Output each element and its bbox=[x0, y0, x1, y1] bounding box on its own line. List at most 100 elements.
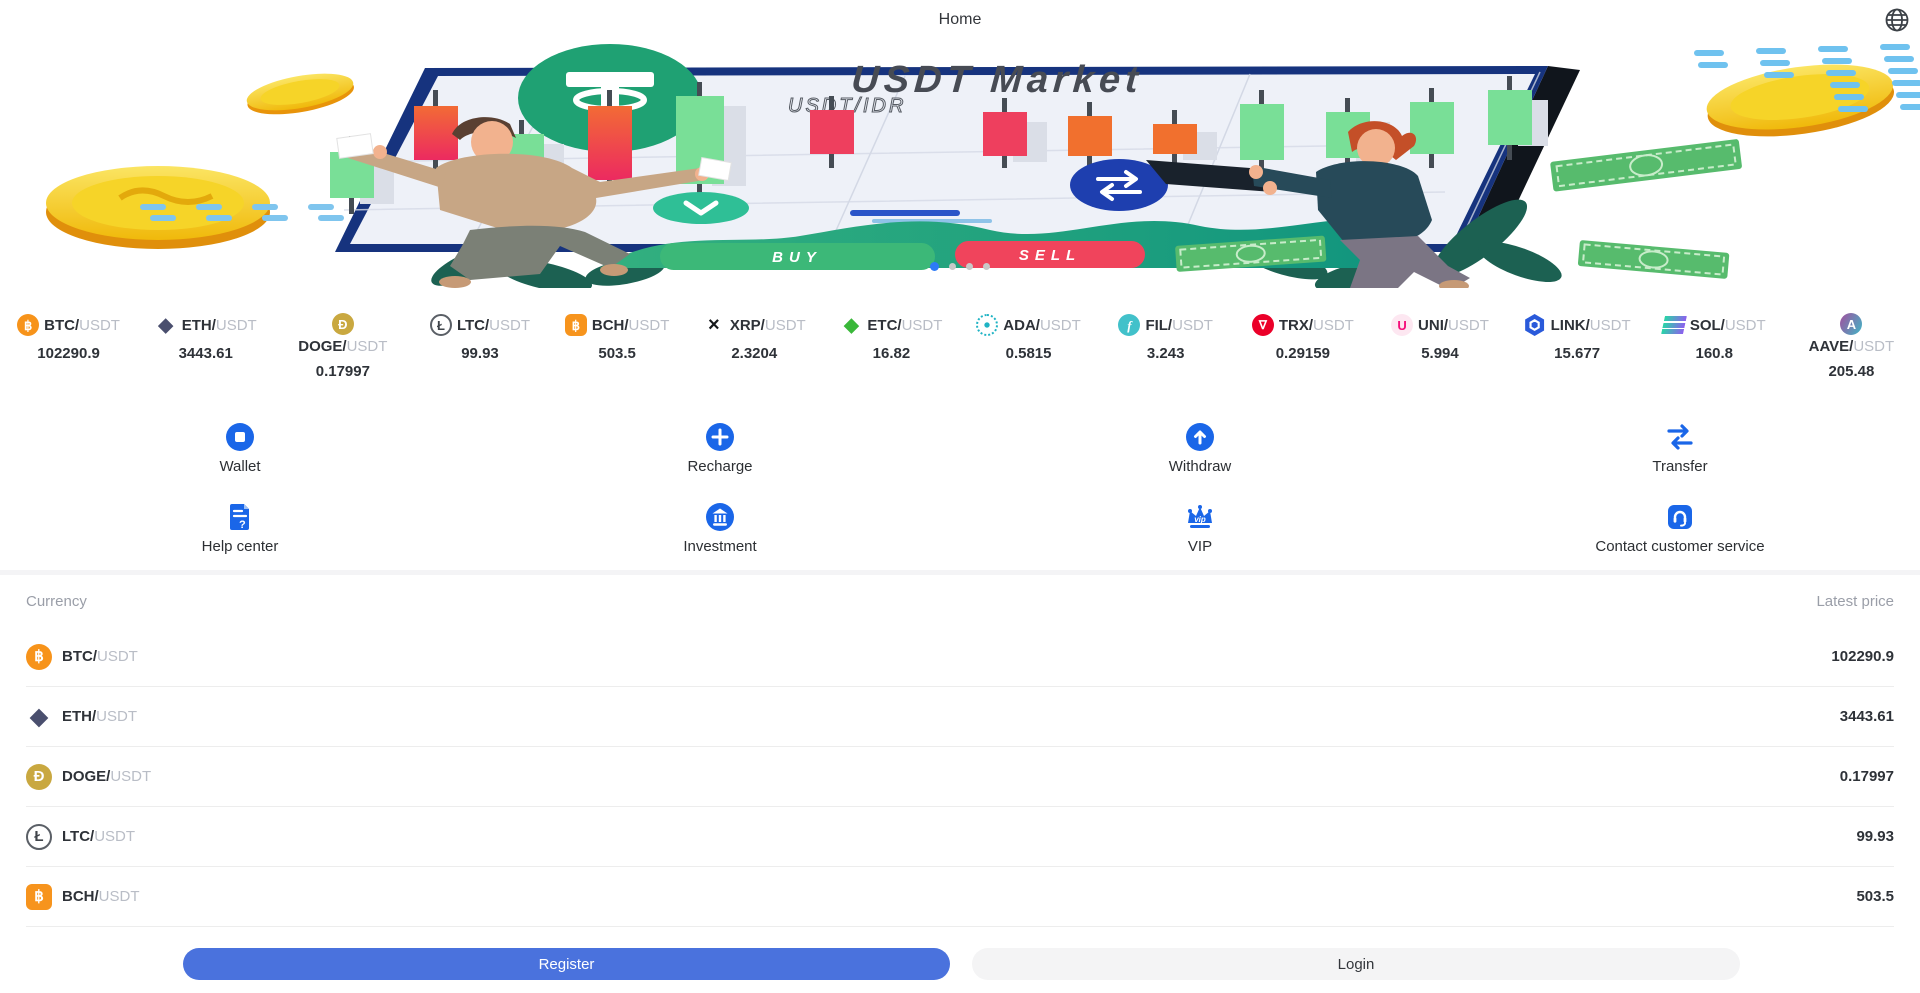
xrp-icon: × bbox=[708, 314, 720, 336]
recharge-plus-icon bbox=[705, 420, 735, 454]
pair-name: DOGE/USDT bbox=[62, 768, 152, 785]
ticker-item-ltc[interactable]: Ł LTC/USDT 99.93 bbox=[411, 303, 548, 380]
pair-price: 102290.9 bbox=[1831, 648, 1894, 665]
vip-crown-icon: vip bbox=[1183, 500, 1217, 534]
pair-price: 503.5 bbox=[1856, 888, 1894, 905]
transfer-arrows-icon bbox=[1663, 420, 1697, 454]
ltc-icon: Ł bbox=[429, 314, 452, 336]
market-row-doge[interactable]: Ð DOGE/USDT 0.17997 bbox=[26, 747, 1894, 807]
pair-name: ETH/USDT bbox=[62, 708, 138, 725]
transfer-button[interactable]: Transfer bbox=[1440, 415, 1920, 495]
pair-price: 3443.61 bbox=[178, 345, 233, 362]
banner-title: USDT Market bbox=[850, 59, 1144, 101]
section-divider bbox=[0, 570, 1920, 575]
buy-button-label: BUY bbox=[772, 249, 822, 266]
svg-text:vip: vip bbox=[1194, 515, 1206, 524]
pair-name: FIL/USDT bbox=[1145, 316, 1213, 334]
sell-button-label: SELL bbox=[1019, 247, 1081, 264]
pair-name: SOL/USDT bbox=[1689, 316, 1766, 334]
pair-price: 0.17997 bbox=[315, 363, 370, 380]
ticker-item-xrp[interactable]: × XRP/USDT 2.3204 bbox=[686, 303, 823, 380]
ticker-item-link[interactable]: LINK/USDT 15.677 bbox=[1509, 303, 1646, 380]
banner-carousel: USDT Market USDT/IDR bbox=[0, 40, 1920, 300]
pair-name: LINK/USDT bbox=[1550, 316, 1631, 334]
page-title: Home bbox=[938, 11, 982, 28]
pair-price: 16.82 bbox=[872, 345, 911, 362]
carousel-dot-3[interactable] bbox=[966, 263, 973, 270]
withdraw-arrow-icon bbox=[1185, 420, 1215, 454]
pair-name: TRX/USDT bbox=[1278, 316, 1354, 334]
ticker-item-etc[interactable]: ◆ ETC/USDT 16.82 bbox=[823, 303, 960, 380]
market-table-header: Currency Latest price bbox=[26, 575, 1894, 627]
bch-icon: ฿ bbox=[564, 314, 587, 336]
market-table: Currency Latest price ฿ BTC/USDT 102290.… bbox=[0, 575, 1920, 987]
recharge-button[interactable]: Recharge bbox=[480, 415, 960, 495]
bch-icon: ฿ bbox=[26, 883, 52, 910]
pair-price: 0.5815 bbox=[1005, 345, 1052, 362]
register-button[interactable]: Register bbox=[183, 948, 950, 980]
wallet-button[interactable]: Wallet bbox=[0, 415, 480, 495]
svg-text:?: ? bbox=[239, 519, 246, 531]
market-row-btc[interactable]: ฿ BTC/USDT 102290.9 bbox=[26, 627, 1894, 687]
ticker-item-fil[interactable]: f FIL/USDT 3.243 bbox=[1097, 303, 1234, 380]
ticker-item-uni[interactable]: U UNI/USDT 5.994 bbox=[1371, 303, 1508, 380]
ticker-item-ada[interactable]: ADA/USDT 0.5815 bbox=[960, 303, 1097, 380]
carousel-dot-4[interactable] bbox=[983, 263, 990, 270]
ticker-item-sol[interactable]: SOL/USDT 160.8 bbox=[1646, 303, 1783, 380]
contact-customer-service-button[interactable]: Contact customer service bbox=[1440, 495, 1920, 575]
ticker-item-aave[interactable]: A AAVE/USDT 205.48 bbox=[1783, 303, 1920, 380]
ticker-item-bch[interactable]: ฿ BCH/USDT 503.5 bbox=[549, 303, 686, 380]
pair-name: LTC/USDT bbox=[62, 828, 136, 845]
wallet-icon bbox=[225, 420, 255, 454]
market-row-ltc[interactable]: Ł LTC/USDT 99.93 bbox=[26, 807, 1894, 867]
globe-icon bbox=[1885, 8, 1909, 32]
withdraw-button[interactable]: Withdraw bbox=[960, 415, 1440, 495]
ticker-item-btc[interactable]: ฿ BTC/USDT 102290.9 bbox=[0, 303, 137, 380]
carousel-dot-2[interactable] bbox=[949, 263, 956, 270]
pair-price: 0.29159 bbox=[1275, 345, 1330, 362]
eth-icon: ◆ bbox=[30, 703, 48, 729]
pair-price: 99.93 bbox=[1856, 828, 1894, 845]
pair-price: 3.243 bbox=[1146, 345, 1185, 362]
market-row-bch[interactable]: ฿ BCH/USDT 503.5 bbox=[26, 867, 1894, 927]
trx-icon: ∇ bbox=[1251, 314, 1274, 336]
quick-actions: Wallet Recharge Withdraw Transfer bbox=[0, 415, 1920, 575]
pair-price: 160.8 bbox=[1695, 345, 1734, 362]
currency-column-header: Currency bbox=[26, 592, 87, 610]
pair-name: DOGE/USDT bbox=[298, 338, 388, 355]
investment-button[interactable]: Investment bbox=[480, 495, 960, 575]
latest-price-column-header: Latest price bbox=[1816, 592, 1894, 610]
auth-bar: Register Login bbox=[0, 940, 1920, 993]
help-document-icon: ? bbox=[225, 500, 255, 534]
aave-icon: A bbox=[1840, 313, 1863, 335]
pair-price: 102290.9 bbox=[37, 345, 100, 362]
banner-illustration: USDT Market USDT/IDR bbox=[46, 44, 1920, 300]
language-globe-button[interactable] bbox=[1884, 7, 1910, 33]
pair-price: 0.17997 bbox=[1839, 768, 1894, 785]
pair-price: 5.994 bbox=[1421, 345, 1459, 362]
uni-icon: U bbox=[1391, 314, 1414, 336]
market-row-eth[interactable]: ◆ ETH/USDT 3443.61 bbox=[26, 687, 1894, 747]
login-button[interactable]: Login bbox=[972, 948, 1740, 980]
etc-icon: ◆ bbox=[844, 314, 859, 336]
help-center-button[interactable]: ? Help center bbox=[0, 495, 480, 575]
pair-name: BTC/USDT bbox=[44, 316, 120, 334]
pair-name: BCH/USDT bbox=[62, 888, 140, 905]
pair-price: 205.48 bbox=[1828, 363, 1875, 380]
ticker-item-doge[interactable]: Ð DOGE/USDT 0.17997 bbox=[274, 303, 411, 380]
doge-icon: Ð bbox=[331, 313, 354, 335]
ticker-strip: ฿ BTC/USDT 102290.9 ◆ ETH/USDT 3443.61 Ð… bbox=[0, 303, 1920, 380]
carousel-dot-1[interactable] bbox=[930, 262, 939, 271]
vip-button[interactable]: vip VIP bbox=[960, 495, 1440, 575]
ticker-item-eth[interactable]: ◆ ETH/USDT 3443.61 bbox=[137, 303, 274, 380]
pair-price: 99.93 bbox=[461, 345, 499, 362]
doge-icon: Ð bbox=[26, 763, 52, 790]
pair-price: 2.3204 bbox=[731, 345, 778, 362]
pair-name: AAVE/USDT bbox=[1808, 338, 1895, 355]
pair-name: ETH/USDT bbox=[181, 316, 257, 334]
ticker-item-trx[interactable]: ∇ TRX/USDT 0.29159 bbox=[1234, 303, 1371, 380]
carousel-dots bbox=[925, 262, 995, 271]
pair-price: 503.5 bbox=[598, 345, 636, 362]
pair-price: 15.677 bbox=[1554, 345, 1601, 362]
